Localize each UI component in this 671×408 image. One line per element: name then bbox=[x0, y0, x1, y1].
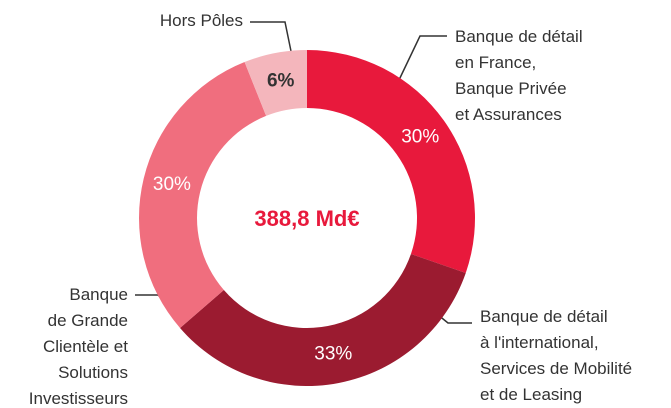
value-label: 6% bbox=[267, 71, 295, 92]
donut-slice bbox=[180, 253, 466, 386]
donut-slice bbox=[244, 50, 307, 116]
leader-line bbox=[398, 35, 447, 81]
donut-slice bbox=[139, 62, 267, 329]
category-label: Hors Pôles bbox=[160, 11, 243, 30]
donut-slice bbox=[307, 50, 475, 273]
value-label: 30% bbox=[401, 126, 439, 147]
value-label: 33% bbox=[314, 344, 352, 365]
category-label: Banque de Grande Clientèle et Solutions Inve… bbox=[29, 285, 128, 408]
category-label: Banque de détail en France, Banque Privée e… bbox=[455, 27, 583, 124]
value-label: 30% bbox=[153, 174, 191, 195]
center-label: 388,8 Md€ bbox=[254, 206, 359, 231]
category-label: Banque de détail à l'international, Servic… bbox=[480, 307, 632, 404]
leader-line bbox=[250, 21, 293, 57]
